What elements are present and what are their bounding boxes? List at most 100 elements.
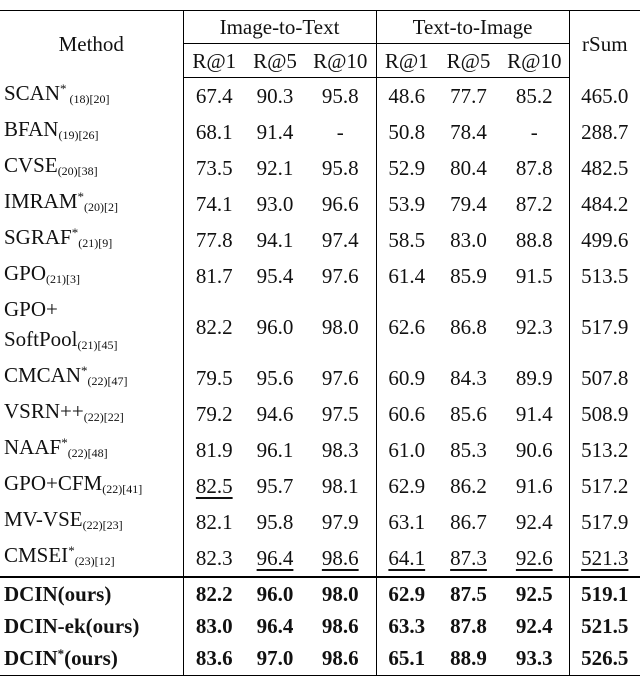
value-cell: 87.3	[437, 540, 500, 577]
value: 98.0	[321, 314, 359, 339]
value: 95.4	[256, 263, 294, 288]
value: 90.3	[256, 83, 294, 108]
value: 98.0	[321, 581, 359, 606]
value: 83.0	[195, 614, 233, 639]
value: 499.6	[581, 227, 629, 252]
method-name: DCIN	[4, 646, 58, 671]
value-cell: 81.9	[183, 432, 245, 468]
value-cell: 65.1	[376, 642, 438, 676]
value: 526.5	[581, 646, 629, 671]
value-cell: 92.4	[500, 609, 570, 643]
value: 517.9	[581, 314, 629, 339]
value: 95.8	[321, 155, 359, 180]
value: 96.4	[256, 614, 294, 639]
method-name: CMCAN	[4, 362, 82, 387]
value: 92.1	[256, 155, 294, 180]
value-cell: 86.8	[437, 294, 500, 360]
value: 96.0	[256, 314, 294, 339]
value-cell: 96.4	[245, 610, 305, 642]
value: 87.5	[450, 581, 487, 606]
value-cell: 79.5	[183, 360, 245, 396]
value-cell: 92.1	[245, 150, 305, 186]
value: 92.3	[515, 314, 553, 339]
value-cell: 80.4	[437, 150, 500, 186]
header-metric: R@10	[500, 43, 570, 78]
value: 482.5	[581, 155, 629, 180]
method-name: IMRAM	[4, 188, 78, 213]
value-cell: 98.3	[305, 431, 377, 468]
value: 88.8	[515, 227, 553, 252]
value-cell: 87.8	[437, 610, 500, 642]
value-cell: 83.6	[183, 642, 245, 676]
value-cell: 96.0	[245, 575, 305, 610]
method-citation: (22)[22]	[83, 409, 124, 424]
value: 93.0	[256, 191, 294, 216]
table-row: DCIN*(ours) 83.6 97.0 98.6 65.1 88.9 93.3 526.5	[0, 642, 640, 676]
table-row: MV-VSE(22)[23] 82.1 95.8 97.9 63.1 86.7 92.4 51…	[0, 503, 640, 540]
value: 79.5	[195, 365, 233, 390]
method-name: DCIN-ek(ours)	[4, 614, 140, 639]
value-cell: 77.7	[437, 78, 500, 114]
value-cell: 52.9	[376, 150, 437, 186]
value: 61.0	[388, 437, 426, 462]
header-metric: R@5	[437, 43, 501, 78]
value-cell: 92.5	[500, 575, 570, 610]
method-name: GPO	[4, 260, 47, 285]
value: 63.3	[388, 614, 426, 639]
header-metric: R@5	[245, 43, 305, 78]
value: 519.1	[581, 581, 629, 606]
value: 517.9	[581, 509, 629, 534]
value-cell: 91.4	[500, 395, 570, 432]
value-cell: 50.8	[376, 114, 437, 150]
method-citation: (22)[23]	[82, 517, 123, 532]
value-cell: 98.0	[305, 293, 377, 360]
table-row: CMSEI*(23)[12] 82.3 96.4 98.6 64.1 87.3 92.6 52…	[0, 539, 640, 577]
value: 98.3	[321, 437, 359, 462]
table-row: GPO(21)[3] 81.7 95.4 97.6 61.4 85.9 91.5 513.5	[0, 257, 640, 294]
value-cell: 89.9	[500, 359, 570, 396]
method-citation: (22)[41]	[102, 481, 143, 496]
value-cell: 95.8	[245, 504, 305, 540]
value-cell: 482.5	[569, 150, 640, 186]
value-cell: 81.7	[183, 258, 245, 294]
value-cell: 82.3	[183, 540, 245, 577]
table-row: IMRAM*(20)[2] 74.1 93.0 96.6 53.9 79.4 87.2 484…	[0, 185, 640, 222]
value: 92.6	[515, 545, 553, 570]
value: -	[336, 119, 344, 144]
method-suffix: (ours)	[64, 646, 118, 671]
method-name: CMSEI	[4, 542, 69, 567]
value: 53.9	[388, 191, 426, 216]
value-cell: 93.0	[245, 186, 305, 222]
method-citation: (18)[20]	[66, 91, 110, 106]
method-mark: *	[61, 434, 68, 450]
value: 79.4	[450, 191, 487, 216]
value: 97.4	[321, 227, 359, 252]
value-cell: 499.6	[569, 222, 640, 258]
value-cell: 513.5	[569, 258, 640, 294]
value: 97.0	[256, 646, 294, 671]
value-cell: 508.9	[569, 396, 640, 432]
value: 98.1	[321, 473, 359, 498]
value-cell: 93.3	[500, 642, 570, 676]
value-cell: 68.1	[183, 114, 245, 150]
value-cell: 58.5	[376, 222, 437, 258]
value-cell: 62.9	[376, 575, 438, 610]
method-name: CVSE	[4, 152, 58, 177]
method-cell: CMCAN*(22)[47]	[0, 359, 184, 396]
header-metric: R@10	[305, 43, 377, 78]
value: 60.9	[388, 365, 426, 390]
value-cell: 86.7	[437, 504, 500, 540]
value: 64.1	[388, 545, 426, 570]
value: 61.4	[388, 263, 426, 288]
table-row: GPO+ SoftPool(21)[45] 82.2 96.0 98.0 62.6 86.…	[0, 293, 640, 360]
value-cell: 90.3	[245, 78, 305, 114]
value-cell: 526.5	[569, 642, 640, 676]
value: 95.8	[256, 509, 294, 534]
value: 62.9	[388, 581, 426, 606]
value: 97.6	[321, 263, 359, 288]
value: 48.6	[388, 83, 426, 108]
value-cell: 86.2	[437, 468, 500, 504]
value-cell: 74.1	[183, 186, 245, 222]
value: 97.6	[321, 365, 359, 390]
value: 88.9	[450, 646, 487, 671]
